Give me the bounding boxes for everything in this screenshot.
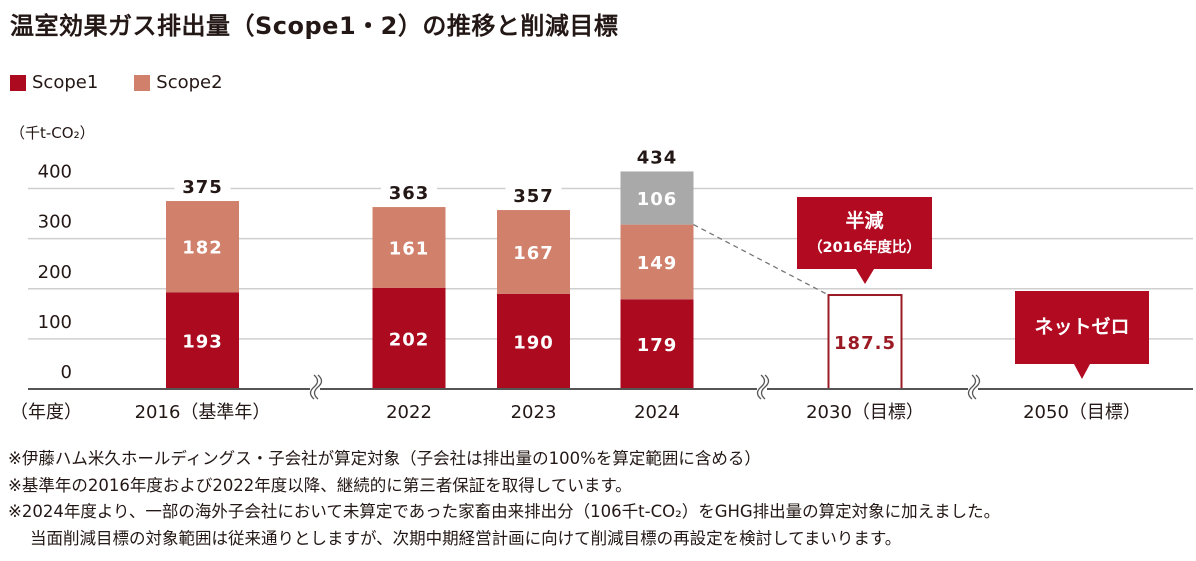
x-tick-label-0: 2016（基準年） <box>135 402 271 423</box>
bar-segment-scope1-1 <box>372 287 446 389</box>
stacked-bar-chart: 0 100 200 300 400 193 182 375 202 161 363 190 167 357… <box>10 146 1193 423</box>
x-tick-label-5: 2050（目標） <box>1023 402 1141 423</box>
target-bar-2030 <box>827 294 903 390</box>
bar-value-label: 182 <box>182 238 223 259</box>
footnote-3: ※2024年度より、一部の海外子会社において未算定であった家畜由来排出分（106… <box>8 502 1001 521</box>
axis-break-gap <box>757 386 767 392</box>
callout-half-reduction-title: 半減 <box>845 209 883 232</box>
axis-break-mark-1 <box>309 374 319 400</box>
bar-value-label: 190 <box>513 332 554 353</box>
bar-total-label: 375 <box>182 177 223 198</box>
axis-break-mark-3 <box>967 374 977 400</box>
callout-half-reduction <box>797 197 932 284</box>
bar-total-label: 363 <box>389 183 430 204</box>
x-tick-label-3: 2024 <box>634 402 680 423</box>
bar-value-label: 161 <box>389 238 430 259</box>
bar-total-label: 357 <box>513 186 554 207</box>
bar-value-label: 193 <box>182 332 223 353</box>
x-tick-label-4: 2030（目標） <box>806 402 924 423</box>
x-axis-title: （年度） <box>10 402 82 423</box>
target-value-label-2030: 187.5 <box>834 333 896 354</box>
y-tick-label-400: 400 <box>38 162 72 183</box>
bar-segment-scope1-0 <box>166 292 239 389</box>
bar-segment-scope2-0 <box>166 201 239 293</box>
legend-label-scope1: Scope1 <box>32 72 99 93</box>
y-tick-label-200: 200 <box>38 262 72 283</box>
bar-value-label: 149 <box>637 253 678 274</box>
bar-total-label: 434 <box>637 147 678 168</box>
callout-net-zero <box>1015 291 1149 379</box>
total-label-bg <box>629 146 685 168</box>
legend-label-scope2: Scope2 <box>156 72 223 93</box>
callout-net-zero-title: ネットゼロ <box>1034 315 1129 338</box>
reduction-trend-dashed-line <box>693 224 829 296</box>
legend-item-scope1: Scope1 <box>10 72 98 93</box>
bar-value-label: 106 <box>637 189 678 210</box>
legend-item-scope2: Scope2 <box>134 72 223 93</box>
y-tick-label-100: 100 <box>38 312 72 333</box>
x-tick-label-1: 2022 <box>386 402 432 423</box>
bar-segment-scope1-2 <box>497 293 570 389</box>
legend-swatch-scope1 <box>10 74 26 91</box>
axis-break-gap <box>310 386 320 392</box>
footnote-1: ※伊藤ハム米久ホールディングス・子会社が算定対象（子会社は排出量の100%を算定… <box>8 449 761 468</box>
total-label-bg <box>381 182 437 204</box>
callout-half-reduction-subtitle: （2016年度比） <box>808 238 921 256</box>
axis-break-mark-3-b <box>971 374 981 400</box>
legend-swatch-scope2 <box>134 74 151 91</box>
bar-segment-scope2-3 <box>620 224 694 300</box>
axis-break-mark-2-b <box>760 374 770 400</box>
bar-segment-海外子会社-家畜由来排出分-3 <box>620 171 694 225</box>
footnotes: ※伊藤ハム米久ホールディングス・子会社が算定対象（子会社は排出量の100%を算定… <box>8 446 1000 552</box>
legend: Scope1 Scope2 <box>10 72 259 93</box>
footnote-3-continued: 当面削減目標の対象範囲は従来通りとしますが、次期中期経営計画に向けて削減目標の再… <box>30 528 902 548</box>
total-label-bg <box>505 185 562 207</box>
axis-break-gap <box>968 386 978 392</box>
bar-value-label: 167 <box>513 243 554 264</box>
bar-value-label: 202 <box>389 329 430 350</box>
axis-break-mark-2 <box>756 374 766 400</box>
y-tick-label-0: 0 <box>61 362 72 383</box>
bar-value-label: 179 <box>637 335 678 356</box>
axis-break-mark-1-b <box>313 374 323 400</box>
footnote-2: ※基準年の2016年度および2022年度以降、継続的に第三者保証を取得しています… <box>8 475 632 495</box>
bar-segment-scope2-2 <box>497 210 570 294</box>
bar-segment-scope2-1 <box>372 207 446 288</box>
y-tick-label-300: 300 <box>38 212 72 233</box>
chart-title: 温室効果ガス排出量（Scope1・2）の推移と削減目標 <box>10 12 619 40</box>
x-tick-label-2: 2023 <box>511 402 557 423</box>
bar-segment-scope1-3 <box>620 299 694 389</box>
total-label-bg <box>174 176 231 198</box>
y-axis-unit-label: （千t-CO₂） <box>10 124 95 142</box>
